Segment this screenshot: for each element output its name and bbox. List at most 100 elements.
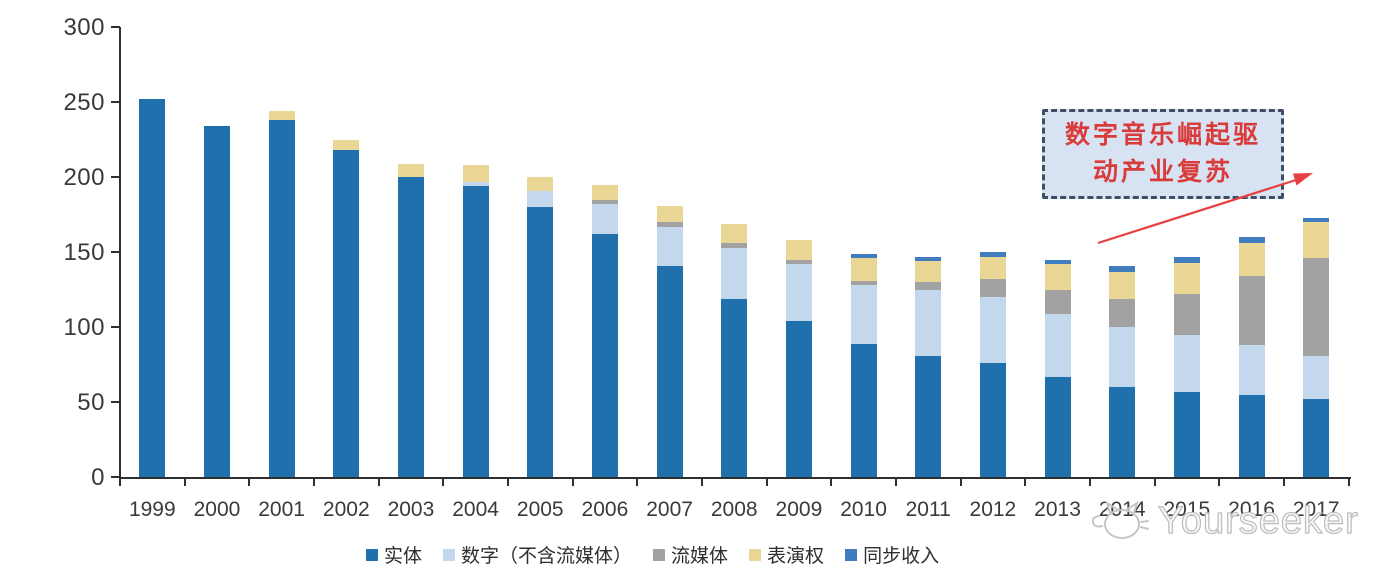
x-axis-label: 2003 <box>387 498 435 521</box>
bar-segment-2016 <box>1238 394 1265 477</box>
bar-segment-2014 <box>1109 387 1136 477</box>
x-axis-label: 2012 <box>969 498 1017 521</box>
bar-segment-2007 <box>656 265 683 477</box>
x-tick-mark <box>183 479 186 486</box>
bar-segment-2006 <box>591 199 618 204</box>
legend-swatch-icon <box>653 548 666 561</box>
legend-label: 实体 <box>384 546 423 567</box>
x-axis-label: 2000 <box>193 498 241 521</box>
x-tick-mark <box>765 479 768 486</box>
bar-segment-2005 <box>527 190 554 207</box>
bar-segment-2008 <box>721 247 748 299</box>
y-tick-label: 300 <box>63 14 105 41</box>
legend-swatch-icon <box>443 548 456 561</box>
x-axis-label: 2009 <box>775 498 823 521</box>
bar-segment-2016 <box>1238 237 1265 243</box>
bar-segment-2005 <box>527 207 554 477</box>
bar-segment-2011 <box>915 256 942 261</box>
x-tick-mark <box>830 479 833 486</box>
bar-segment-2016 <box>1238 243 1265 276</box>
x-tick-mark <box>248 479 251 486</box>
x-tick-mark <box>1153 479 1156 486</box>
y-tick-mark <box>111 476 120 478</box>
x-tick-mark <box>1282 479 1285 486</box>
x-tick-mark <box>442 479 445 486</box>
x-axis-label: 2007 <box>646 498 693 521</box>
bar-segment-2010 <box>850 258 877 281</box>
x-tick-mark <box>1088 479 1091 486</box>
bar-segment-2017 <box>1303 399 1330 477</box>
annotation-callout: 数字音乐崛起驱 动产业复苏 <box>1042 109 1284 199</box>
y-tick-mark <box>111 176 120 178</box>
x-tick-mark <box>1024 479 1027 486</box>
y-tick-mark <box>111 401 120 403</box>
x-tick-mark <box>636 479 639 486</box>
legend-label: 同步收入 <box>863 546 940 567</box>
y-tick-mark <box>111 326 120 328</box>
legend-item: 表演权 <box>749 541 824 568</box>
bar-segment-2015 <box>1173 334 1200 392</box>
bar-segment-2013 <box>1044 289 1071 314</box>
annotation-line2: 动产业复苏 <box>1092 158 1233 186</box>
x-axis-label: 2016 <box>1228 498 1275 521</box>
y-tick-mark <box>111 26 120 28</box>
x-tick-mark <box>571 479 574 486</box>
bar-segment-2002 <box>333 150 360 477</box>
bar-segment-2004 <box>462 186 489 477</box>
x-axis-label: 2006 <box>581 498 629 521</box>
bar-segment-2016 <box>1238 276 1265 345</box>
x-tick-mark <box>377 479 380 486</box>
y-tick-mark <box>111 251 120 253</box>
y-axis-line <box>119 27 121 478</box>
x-axis-label: 2013 <box>1034 498 1081 521</box>
bar-segment-2010 <box>850 280 877 285</box>
legend-label: 表演权 <box>767 546 825 567</box>
x-tick-mark <box>119 479 121 486</box>
bar-segment-2014 <box>1109 327 1136 387</box>
bar-segment-2006 <box>591 234 618 477</box>
legend-label: 数字（不含流媒体） <box>461 546 633 567</box>
bar-segment-2008 <box>721 223 748 243</box>
x-axis-label: 2004 <box>452 498 499 521</box>
bar-segment-2012 <box>979 256 1006 279</box>
bar-segment-2009 <box>785 240 812 260</box>
bar-segment-2013 <box>1044 313 1071 377</box>
cat-logo-icon <box>1091 500 1149 539</box>
bar-segment-2012 <box>979 252 1006 257</box>
bar-segment-2013 <box>1044 264 1071 290</box>
bar-segment-2006 <box>591 204 618 234</box>
bar-segment-2011 <box>915 261 942 282</box>
bar-segment-2009 <box>785 259 812 264</box>
bar-segment-2009 <box>785 321 812 477</box>
x-axis-label: 1999 <box>128 498 176 521</box>
x-axis-label: 2002 <box>322 498 370 521</box>
bar-segment-2017 <box>1303 222 1330 258</box>
bar-segment-2008 <box>721 243 748 248</box>
bar-segment-2002 <box>333 139 360 150</box>
bar-segment-2015 <box>1173 391 1200 477</box>
bar-segment-2014 <box>1109 265 1136 272</box>
bar-segment-2014 <box>1109 298 1136 327</box>
legend-item: 数字（不含流媒体） <box>443 541 632 568</box>
bar-segment-2017 <box>1303 355 1330 399</box>
y-tick-label: 100 <box>63 314 105 341</box>
bar-segment-2011 <box>915 355 942 477</box>
bar-segment-2000 <box>203 126 230 477</box>
legend-swatch-icon <box>366 548 378 561</box>
annotation-line1: 数字音乐崛起驱 <box>1064 121 1261 149</box>
bar-segment-2006 <box>591 184 618 200</box>
legend: 实体 数字（不含流媒体） 流媒体 表演权 同步收入 <box>366 541 939 568</box>
legend-item: 流媒体 <box>653 541 728 568</box>
x-axis-label: 2011 <box>905 498 951 521</box>
bar-segment-2004 <box>462 181 489 186</box>
bar-segment-2003 <box>397 177 424 477</box>
bar-segment-2013 <box>1044 259 1071 264</box>
y-tick-label: 250 <box>63 89 105 116</box>
x-axis-label: 2010 <box>840 498 887 521</box>
bar-segment-2009 <box>785 264 812 321</box>
y-tick-label: 200 <box>63 164 105 191</box>
bar-segment-2013 <box>1044 376 1071 477</box>
legend-item: 实体 <box>366 541 422 568</box>
x-tick-mark <box>894 479 897 486</box>
x-axis-label: 2015 <box>1163 498 1211 521</box>
